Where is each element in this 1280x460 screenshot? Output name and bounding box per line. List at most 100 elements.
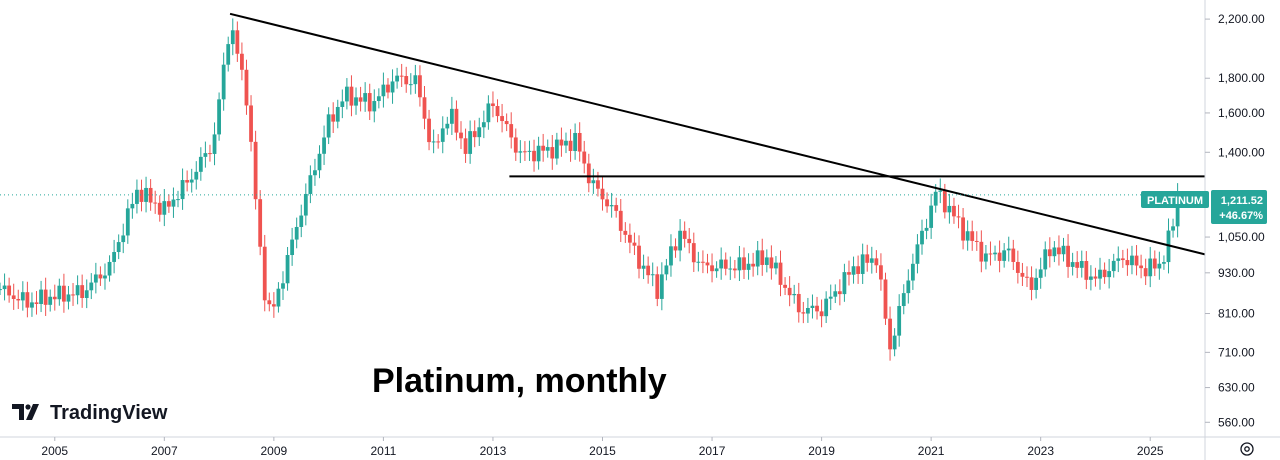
candle-body (527, 150, 532, 152)
candle-body (596, 180, 600, 189)
candle-body (93, 274, 98, 283)
candle-body (687, 238, 692, 244)
candle-body (1034, 277, 1039, 290)
y-tick-label: 810.00 (1218, 307, 1255, 321)
candle-body (408, 84, 413, 86)
candle-body (755, 250, 760, 267)
candle-body (11, 295, 16, 299)
candle-body (970, 231, 975, 241)
tradingview-logo[interactable]: TradingView (12, 402, 168, 424)
candle-body (486, 103, 491, 123)
candle-body (468, 131, 473, 154)
candle-body (34, 302, 39, 304)
candle-body (650, 274, 655, 276)
candle-body (532, 150, 536, 162)
candle-body (682, 230, 687, 239)
candle-body (1020, 272, 1025, 277)
last-price-change: +46.67% (1219, 210, 1263, 222)
candle-body (344, 86, 349, 102)
last-price-label (1211, 190, 1267, 224)
candle-body (646, 265, 651, 276)
candle-body (75, 285, 80, 296)
candle-body (89, 282, 94, 291)
candle-body (1043, 249, 1048, 270)
candle-body (367, 93, 372, 112)
x-tick-label: 2007 (151, 444, 178, 458)
candle-body (751, 263, 756, 267)
candle-body (212, 134, 217, 154)
candle-body (714, 268, 719, 272)
trend-line[interactable] (229, 12, 1206, 256)
x-tick-label: 2011 (371, 444, 397, 458)
candle-body (1157, 263, 1162, 269)
candle-body (509, 124, 514, 138)
candle-body (678, 230, 682, 251)
candle-body (500, 116, 504, 122)
tradingview-logo-icon (12, 404, 39, 420)
candle-body (313, 170, 317, 176)
candle-body (395, 75, 400, 82)
candle-body (605, 199, 609, 207)
y-axis[interactable]: 2,200.00 1,800.00 1,600.00 1,400.00 1,050.00… (1205, 12, 1265, 429)
candle-body (1061, 245, 1066, 255)
candle-body (180, 180, 185, 200)
candle-body (66, 294, 71, 302)
candle-body (1152, 258, 1157, 269)
last-price-value: 1,211.52 (1221, 195, 1263, 207)
candle-body (162, 201, 167, 215)
candle-body (48, 296, 53, 305)
candle-body (655, 274, 660, 299)
candle-body (879, 265, 883, 280)
candle-body (910, 263, 915, 281)
candle-body (723, 259, 728, 269)
candle-body (810, 305, 815, 309)
candle-body (130, 203, 135, 209)
candle-body (778, 262, 783, 285)
tradingview-logo-text: TradingView (50, 402, 168, 424)
candle-body (564, 140, 568, 146)
candle-body (244, 69, 249, 106)
candle-body (30, 302, 34, 308)
candle-body (732, 268, 737, 271)
candle-body (1120, 258, 1125, 261)
candle-body (1011, 248, 1016, 262)
candle-body (203, 153, 208, 157)
candle-body (815, 305, 819, 312)
candle-body (308, 175, 313, 194)
candle-body (920, 230, 924, 245)
candle-body (883, 279, 888, 319)
candle-body (554, 139, 559, 159)
candle-body (0, 289, 2, 291)
candle-body (1098, 269, 1102, 279)
candle-body (577, 132, 582, 152)
candle-body (801, 312, 806, 314)
candle-body (459, 132, 463, 139)
candle-body (454, 108, 459, 133)
candle-body (230, 30, 235, 45)
candle-body (103, 275, 107, 279)
candle-body (386, 84, 390, 93)
y-tick-label: 710.00 (1218, 345, 1255, 359)
y-tick-label: 1,800.00 (1218, 71, 1265, 85)
candle-body (869, 258, 874, 263)
candle-body (253, 141, 258, 200)
candle-body (1015, 261, 1020, 273)
candle-body (792, 293, 797, 296)
x-axis[interactable]: 2005 2007 2009 2011 2013 2015 2017 2019 2021 2023… (41, 437, 1164, 458)
y-tick-label: 1,400.00 (1218, 145, 1265, 159)
candle-body (107, 261, 112, 276)
candle-body (961, 217, 965, 241)
candle-body (413, 75, 418, 85)
candle-body (43, 289, 48, 305)
candle-body (25, 292, 30, 308)
candle-body (842, 272, 847, 295)
y-tick-label: 930.00 (1218, 266, 1255, 280)
candle-body (993, 252, 997, 255)
candle-body (290, 239, 295, 256)
candle-body (208, 153, 212, 155)
candle-body (326, 114, 331, 138)
settings-gear-icon[interactable] (1240, 442, 1254, 456)
candle-body (294, 226, 299, 240)
candle-body (609, 205, 614, 207)
